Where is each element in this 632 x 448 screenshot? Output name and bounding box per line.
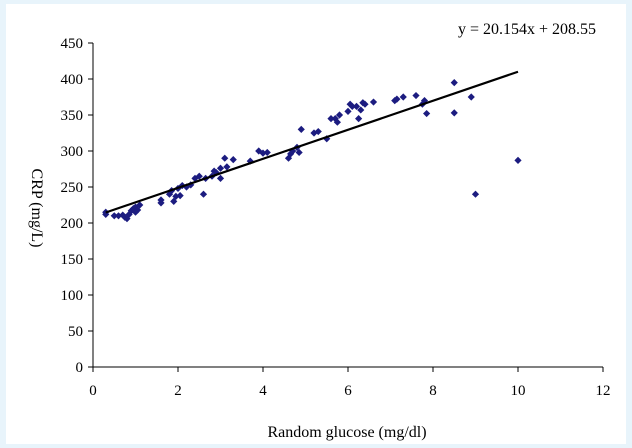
data-point bbox=[450, 109, 458, 117]
x-tick-label: 4 bbox=[259, 383, 267, 399]
data-point bbox=[195, 172, 203, 180]
data-point bbox=[412, 91, 420, 100]
data-point bbox=[327, 115, 335, 123]
x-tick-label: 8 bbox=[429, 383, 437, 399]
data-point bbox=[221, 154, 229, 162]
data-point bbox=[393, 95, 401, 103]
data-point bbox=[199, 190, 208, 198]
x-tick-label: 2 bbox=[174, 383, 182, 399]
y-tick-label: 0 bbox=[76, 360, 84, 376]
data-point bbox=[399, 93, 407, 101]
data-point bbox=[450, 79, 458, 87]
data-point bbox=[223, 163, 231, 171]
y-tick-label: 100 bbox=[61, 288, 84, 304]
y-tick-label: 400 bbox=[61, 72, 84, 88]
y-tick-label: 450 bbox=[61, 36, 84, 52]
data-point bbox=[110, 212, 118, 220]
data-point bbox=[348, 102, 356, 110]
y-tick-label: 350 bbox=[61, 108, 84, 124]
data-point bbox=[216, 164, 225, 172]
y-axis-title: CRP (mg/L) bbox=[28, 169, 45, 248]
data-point bbox=[114, 212, 123, 220]
data-point bbox=[176, 192, 184, 200]
data-point bbox=[355, 115, 363, 123]
data-point bbox=[136, 201, 144, 209]
data-point bbox=[514, 156, 522, 164]
trendline bbox=[105, 70, 519, 214]
data-point bbox=[369, 98, 378, 106]
data-point bbox=[361, 100, 369, 108]
data-points bbox=[102, 79, 522, 223]
data-point bbox=[157, 196, 165, 204]
data-point bbox=[352, 102, 361, 110]
scatter-chart: 0 50 100 150 200 250 300 350 400 450 0 2 4 6 8 10 12 y … bbox=[28, 21, 611, 441]
data-point bbox=[344, 107, 352, 115]
data-point bbox=[335, 111, 344, 119]
y-tick-label: 50 bbox=[68, 324, 83, 340]
y-tick-label: 300 bbox=[61, 144, 84, 160]
x-tick-label: 0 bbox=[89, 383, 97, 399]
data-point bbox=[297, 125, 305, 133]
data-point bbox=[125, 210, 133, 218]
trendline-equation: y = 20.154x + 208.55 bbox=[458, 21, 596, 38]
y-tick-label: 200 bbox=[61, 216, 84, 232]
data-point bbox=[295, 148, 303, 157]
data-point bbox=[423, 109, 431, 118]
data-point bbox=[314, 127, 322, 136]
y-axis-ticks: 0 50 100 150 200 250 300 350 400 450 bbox=[61, 36, 93, 376]
data-point bbox=[263, 148, 271, 157]
x-tick-label: 10 bbox=[511, 383, 526, 399]
x-tick-label: 12 bbox=[596, 383, 611, 399]
x-tick-label: 6 bbox=[344, 383, 352, 399]
y-tick-label: 150 bbox=[61, 252, 84, 268]
x-axis-ticks: 0 2 4 6 8 10 12 bbox=[89, 367, 611, 399]
data-point bbox=[357, 106, 365, 114]
data-point bbox=[229, 156, 237, 164]
data-point bbox=[467, 93, 475, 101]
chart-container: 0 50 100 150 200 250 300 350 400 450 0 2 4 6 8 10 12 y … bbox=[6, 4, 626, 444]
x-axis-title: Random glucose (mg/dl) bbox=[267, 424, 426, 441]
data-point bbox=[102, 210, 110, 218]
data-point bbox=[216, 174, 225, 182]
data-point bbox=[471, 190, 480, 198]
data-point bbox=[333, 118, 341, 126]
y-tick-label: 250 bbox=[61, 180, 84, 196]
